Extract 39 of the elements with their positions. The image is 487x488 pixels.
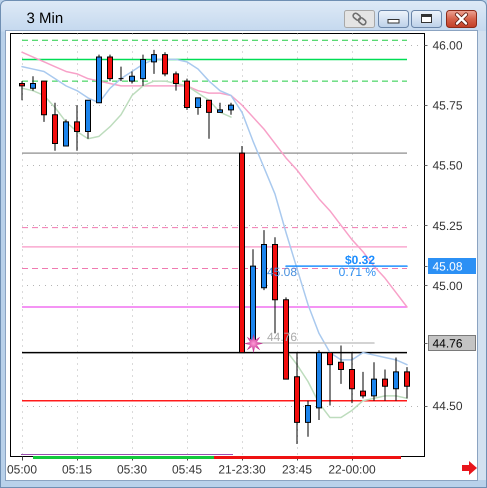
candlestick	[195, 97, 201, 116]
y-tick-label: 45.25	[432, 218, 463, 233]
candlestick	[404, 366, 410, 399]
y-tick-label: 46.00	[432, 38, 463, 53]
annotation: 0.71 %	[338, 265, 376, 280]
y-tick-label: 44.76	[432, 336, 463, 351]
candlestick	[30, 76, 36, 92]
chart-title: 3 Min	[26, 10, 64, 27]
line-series	[21, 51, 408, 308]
x-tick-label: 05:30	[116, 462, 148, 476]
candlestick	[206, 100, 212, 140]
candlestick	[173, 70, 179, 92]
candlestick	[118, 66, 124, 82]
candlestick	[151, 49, 157, 74]
y-tick-label: 45.00	[432, 278, 463, 293]
candlestick	[228, 102, 234, 116]
x-tick-label: 05:45	[172, 462, 202, 476]
candlestick	[107, 54, 113, 82]
x-tick-label: 21-23:30	[218, 462, 266, 476]
y-tick-label: 45.75	[432, 98, 463, 113]
candlestick	[393, 356, 399, 402]
candlestick	[360, 371, 366, 399]
candlestick	[371, 362, 377, 402]
x-tick-label: 05:00	[6, 462, 38, 476]
x-tick-label: 22-00:00	[328, 462, 376, 476]
y-tick-label: 45.50	[432, 158, 463, 173]
x-tick-label: 23:45	[282, 462, 312, 476]
candlestick	[140, 54, 146, 86]
candlestick	[129, 70, 135, 84]
candlestick	[217, 102, 223, 113]
annotation: $0.32	[344, 253, 376, 268]
x-tick-label: 05:15	[62, 462, 92, 476]
candlestick	[74, 104, 80, 152]
y-tick-label: 44.50	[432, 399, 463, 414]
candlestick	[162, 52, 168, 77]
candlestick	[382, 368, 388, 402]
y-tick-label: 45.08	[432, 260, 463, 274]
candlestick	[305, 400, 311, 438]
candlestick	[19, 80, 25, 101]
